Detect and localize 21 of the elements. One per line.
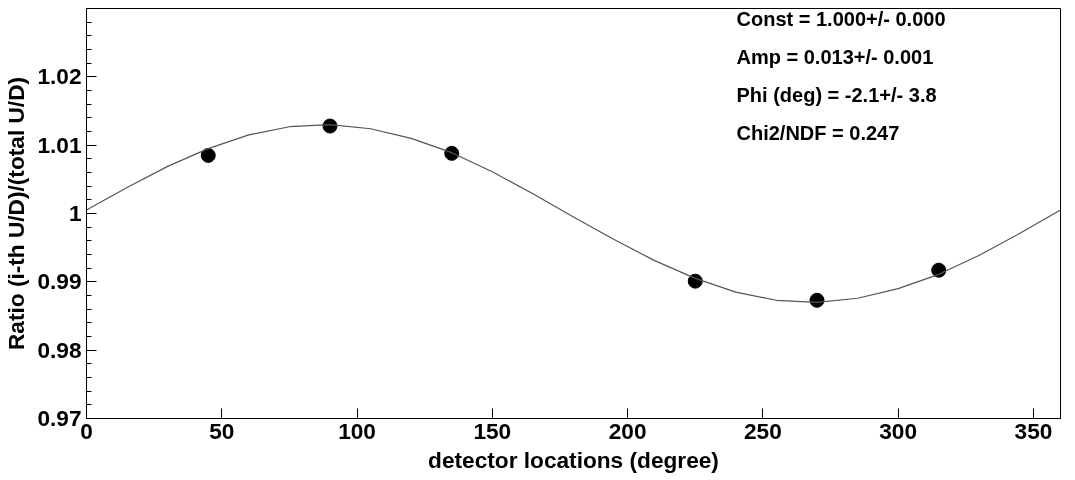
x-tick-label: 100 (338, 417, 376, 444)
y-tick-label: 0.99 (37, 268, 82, 295)
y-tick-label: 0.97 (37, 405, 82, 431)
x-tick-label: 300 (879, 417, 918, 444)
point (200, 147, 216, 163)
x-tick-label: 0 (80, 417, 93, 444)
annotation: Chi2/NDF = 0.247 (736, 121, 900, 144)
annotation: Phi (deg) = -2.1+/- 3.8 (736, 83, 937, 106)
annotation: Amp = 0.013+/- 0.001 (736, 45, 934, 68)
x-tick-label: 200 (608, 417, 647, 444)
y-tick-label: 1.02 (37, 63, 82, 90)
y-tick-label: 1 (68, 200, 82, 226)
x-tick-label: 350 (1014, 417, 1053, 444)
x-axis-title: detector locations (degree) (428, 446, 719, 473)
x-tick-label: 150 (473, 417, 512, 444)
y-axis-title: Ratio (i-th U/D)/(total U/D) (3, 76, 30, 351)
y-tick-label: 1.01 (37, 131, 82, 158)
y-tick-label: 0.98 (37, 336, 82, 363)
x-tick-label: 50 (209, 417, 235, 444)
annotation: Const = 1.000+/- 0.000 (736, 7, 946, 30)
x-tick-label: 250 (743, 417, 782, 444)
